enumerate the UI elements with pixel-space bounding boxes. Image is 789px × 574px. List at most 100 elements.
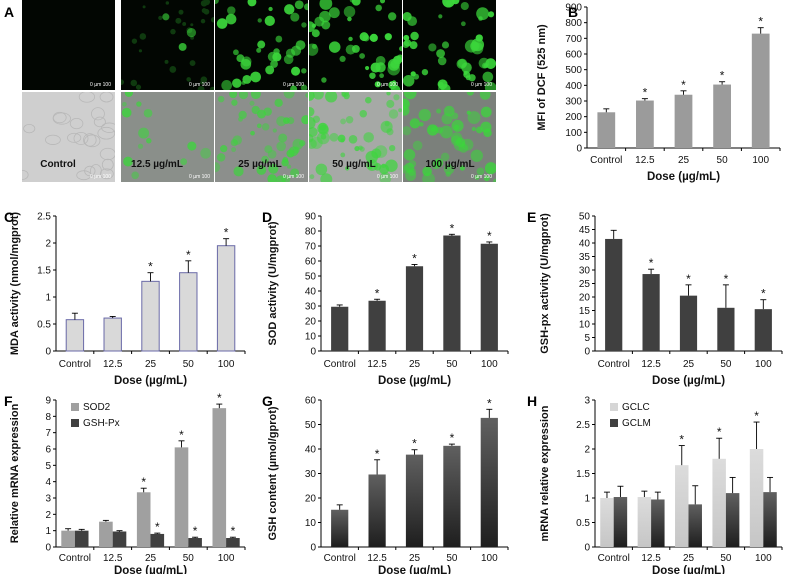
chart-g-significance-star: * (412, 437, 417, 451)
chart-f-y-tick-label: 5 (45, 461, 51, 472)
chart-b-bar (636, 100, 654, 148)
chart-d-y-tick-label: 20 (305, 317, 317, 328)
micrograph-column-label-50: 50 µg/mL (332, 159, 376, 170)
chart-f-significance-star: * (193, 524, 198, 538)
chart-g-y-tick-label: 60 (305, 396, 317, 407)
chart-c-y-axis-title: MDA activity (nmol/mgprot) (9, 212, 21, 356)
chart-f-bar-sod2 (174, 447, 189, 547)
chart-b-x-axis-title: Dose (µg/mL) (647, 171, 720, 183)
chart-c-y-tick-label: 1 (45, 293, 51, 304)
chart-c-bar (179, 272, 198, 352)
micrograph-column-label-control: Control (40, 159, 76, 170)
fluorescence-image: 0 µm 100 (403, 0, 496, 90)
chart-g-category-label: Control (324, 553, 356, 564)
scale-bar-label: 0 µm 100 (189, 174, 210, 180)
chart-f-y-tick-label: 2 (45, 510, 51, 521)
chart-f-significance-star: * (141, 475, 146, 489)
chart-e-bar (717, 307, 735, 351)
chart-c-x-axis-title: Dose (µg/mL) (114, 375, 187, 387)
chart-d-significance-star: * (487, 229, 492, 243)
chart-g-category-label: 100 (481, 553, 498, 564)
chart-c-significance-star: * (224, 226, 229, 240)
chart-g-bar (480, 417, 498, 547)
chart-d-category-label: 100 (481, 359, 498, 370)
chart-e-y-tick-label: 15 (579, 306, 591, 317)
panel-letter-b: B (568, 4, 578, 20)
scale-bar-label: 0 µm 100 (471, 82, 492, 88)
chart-h-bar-gclc (637, 497, 652, 547)
chart-f-y-tick-label: 1 (45, 526, 51, 537)
chart-b-y-tick-label: 300 (565, 97, 582, 108)
chart-c-category-label: 12.5 (103, 359, 123, 370)
chart-c-category-label: 50 (183, 359, 195, 370)
chart-f-y-tick-label: 3 (45, 494, 51, 505)
chart-c-y-tick-label: 0.5 (37, 320, 51, 331)
chart-g-bar (443, 445, 461, 547)
chart-h-category-label: 12.5 (641, 553, 661, 564)
chart-f-legend-swatch (71, 403, 79, 411)
chart-h-legend-label: GCLM (622, 418, 651, 429)
chart-c-y-tick-label: 1.5 (37, 266, 51, 277)
chart-d-bar (443, 235, 461, 351)
chart-h-y-tick-label: 2.5 (576, 420, 590, 431)
chart-g-bar (331, 509, 349, 547)
chart-f-bar-gsh-px (150, 533, 165, 547)
chart-e-significance-star: * (724, 272, 729, 286)
chart-g-y-tick-label: 0 (310, 543, 316, 554)
fluorescence-image: 0 µm 100 (121, 0, 214, 90)
chart-b-significance-star: * (681, 78, 686, 92)
chart-d-y-tick-label: 60 (305, 257, 317, 268)
micrograph-column-label-100: 100 µg/mL (425, 159, 475, 170)
chart-e-x-axis-title: Dose (µg/mL) (652, 375, 725, 387)
chart-e-y-tick-label: 10 (579, 320, 591, 331)
chart-c-y-tick-label: 2 (45, 239, 51, 250)
chart-h-category-label: 50 (720, 553, 732, 564)
chart-d-category-label: 25 (409, 359, 421, 370)
chart-d-y-axis-title: SOD activity (U/mgprot) (267, 221, 279, 345)
chart-f-bar-gsh-px (188, 538, 202, 547)
chart-g-y-tick-label: 40 (305, 445, 317, 456)
chart-h-y-tick-label: 0.5 (576, 518, 590, 529)
chart-g-y-axis-title: GSH content (µmol/gprot) (267, 406, 279, 540)
chart-f-bar-sod2 (99, 521, 113, 547)
chart-e-y-tick-label: 50 (579, 212, 591, 223)
chart-d-significance-star: * (412, 251, 417, 265)
chart-h-bar-gclc (712, 458, 726, 547)
chart-h-bar-gclc (675, 465, 689, 547)
chart-b-bar (713, 84, 731, 148)
chart-b-bar (751, 33, 770, 149)
chart-h-category-label: 100 (755, 553, 772, 564)
chart-g-category-label: 12.5 (367, 553, 387, 564)
chart-g-bar (405, 454, 424, 547)
chart-d-y-tick-label: 30 (305, 302, 317, 313)
chart-d-y-tick-label: 70 (305, 242, 317, 253)
chart-b-y-tick-label: 700 (565, 34, 582, 45)
chart-h-y-tick-label: 1 (584, 494, 590, 505)
chart-f-y-tick-label: 4 (45, 477, 51, 488)
chart-h-y-axis-title: mRNA relative expression (539, 405, 551, 541)
chart-c-category-label: 100 (218, 359, 235, 370)
chart-f-significance-star: * (231, 524, 236, 538)
chart-e-bar (605, 238, 623, 351)
chart-c-category-label: Control (59, 359, 91, 370)
chart-e-y-tick-label: 20 (579, 293, 591, 304)
chart-f-y-tick-label: 6 (45, 445, 51, 456)
scale-bar-label: 0 µm 100 (90, 174, 111, 180)
chart-h-legend-swatch (610, 403, 618, 411)
chart-h-bar-gclm (613, 497, 628, 547)
chart-f-significance-star: * (217, 391, 222, 405)
chart-e-significance-star: * (761, 287, 766, 301)
chart-c-significance-star: * (148, 260, 153, 274)
chart-f-bar-gsh-px (74, 530, 89, 547)
chart-e-y-tick-label: 0 (584, 347, 590, 358)
chart-f-bar-gsh-px (112, 531, 127, 547)
fluorescence-image: 0 µm 100 (215, 0, 308, 90)
panel-letter-c: C (4, 209, 14, 225)
chart-f-significance-star: * (179, 428, 184, 442)
chart-d-significance-star: * (375, 286, 380, 300)
panel-letter-d: D (262, 209, 272, 225)
chart-f-legend-swatch (71, 419, 79, 427)
chart-d-category-label: 50 (446, 359, 458, 370)
chart-d-significance-star: * (450, 221, 455, 235)
